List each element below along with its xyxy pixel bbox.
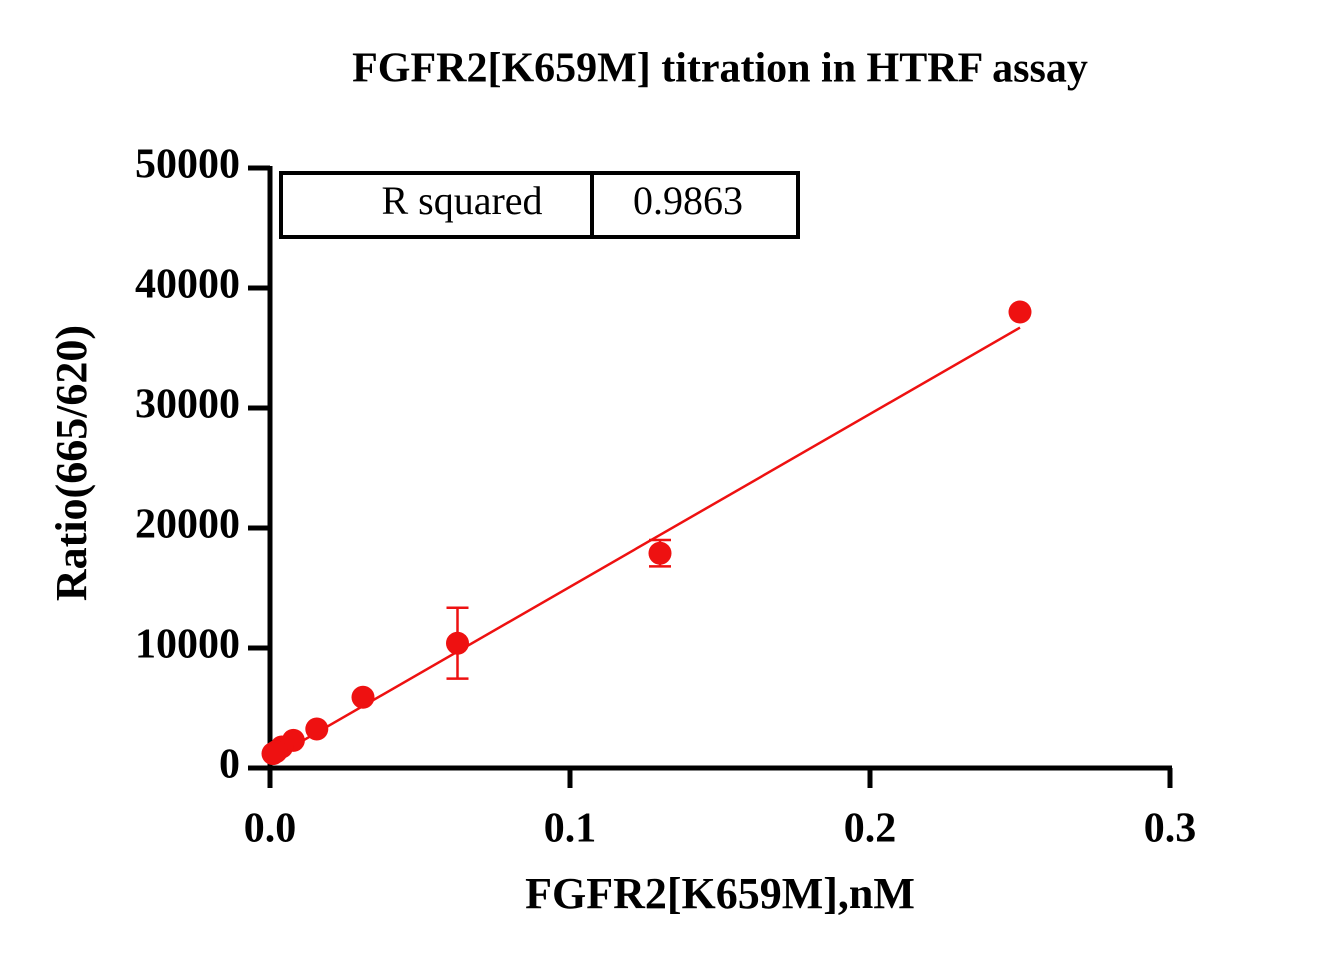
y-tick-label: 40000 [135, 262, 240, 308]
x-tick-label: 0.1 [544, 806, 597, 852]
x-tick-label: 0.3 [1144, 806, 1197, 852]
x-tick-label: 0.0 [244, 806, 297, 852]
data-point [351, 685, 375, 709]
y-tick-label: 30000 [135, 382, 240, 428]
data-point [648, 541, 672, 565]
data-point [261, 742, 285, 766]
data-point [1008, 300, 1032, 324]
y-tick-label: 0 [219, 742, 240, 788]
data-point [446, 631, 469, 655]
y-tick-label: 10000 [135, 622, 240, 668]
x-tick-label: 0.2 [844, 806, 897, 852]
annotation-label: R squared [381, 178, 542, 223]
chart-title: FGFR2[K659M] titration in HTRF assay [352, 46, 1088, 92]
y-axis-label: Ratio(665/620) [47, 325, 96, 601]
x-axis-label: FGFR2[K659M],nM [525, 869, 915, 918]
data-point [305, 717, 329, 741]
annotation-box [279, 171, 800, 239]
annotation-value: 0.9863 [633, 178, 743, 223]
y-tick-label: 50000 [135, 142, 240, 188]
y-tick-label: 20000 [135, 502, 240, 548]
fit-line [269, 326, 1021, 761]
